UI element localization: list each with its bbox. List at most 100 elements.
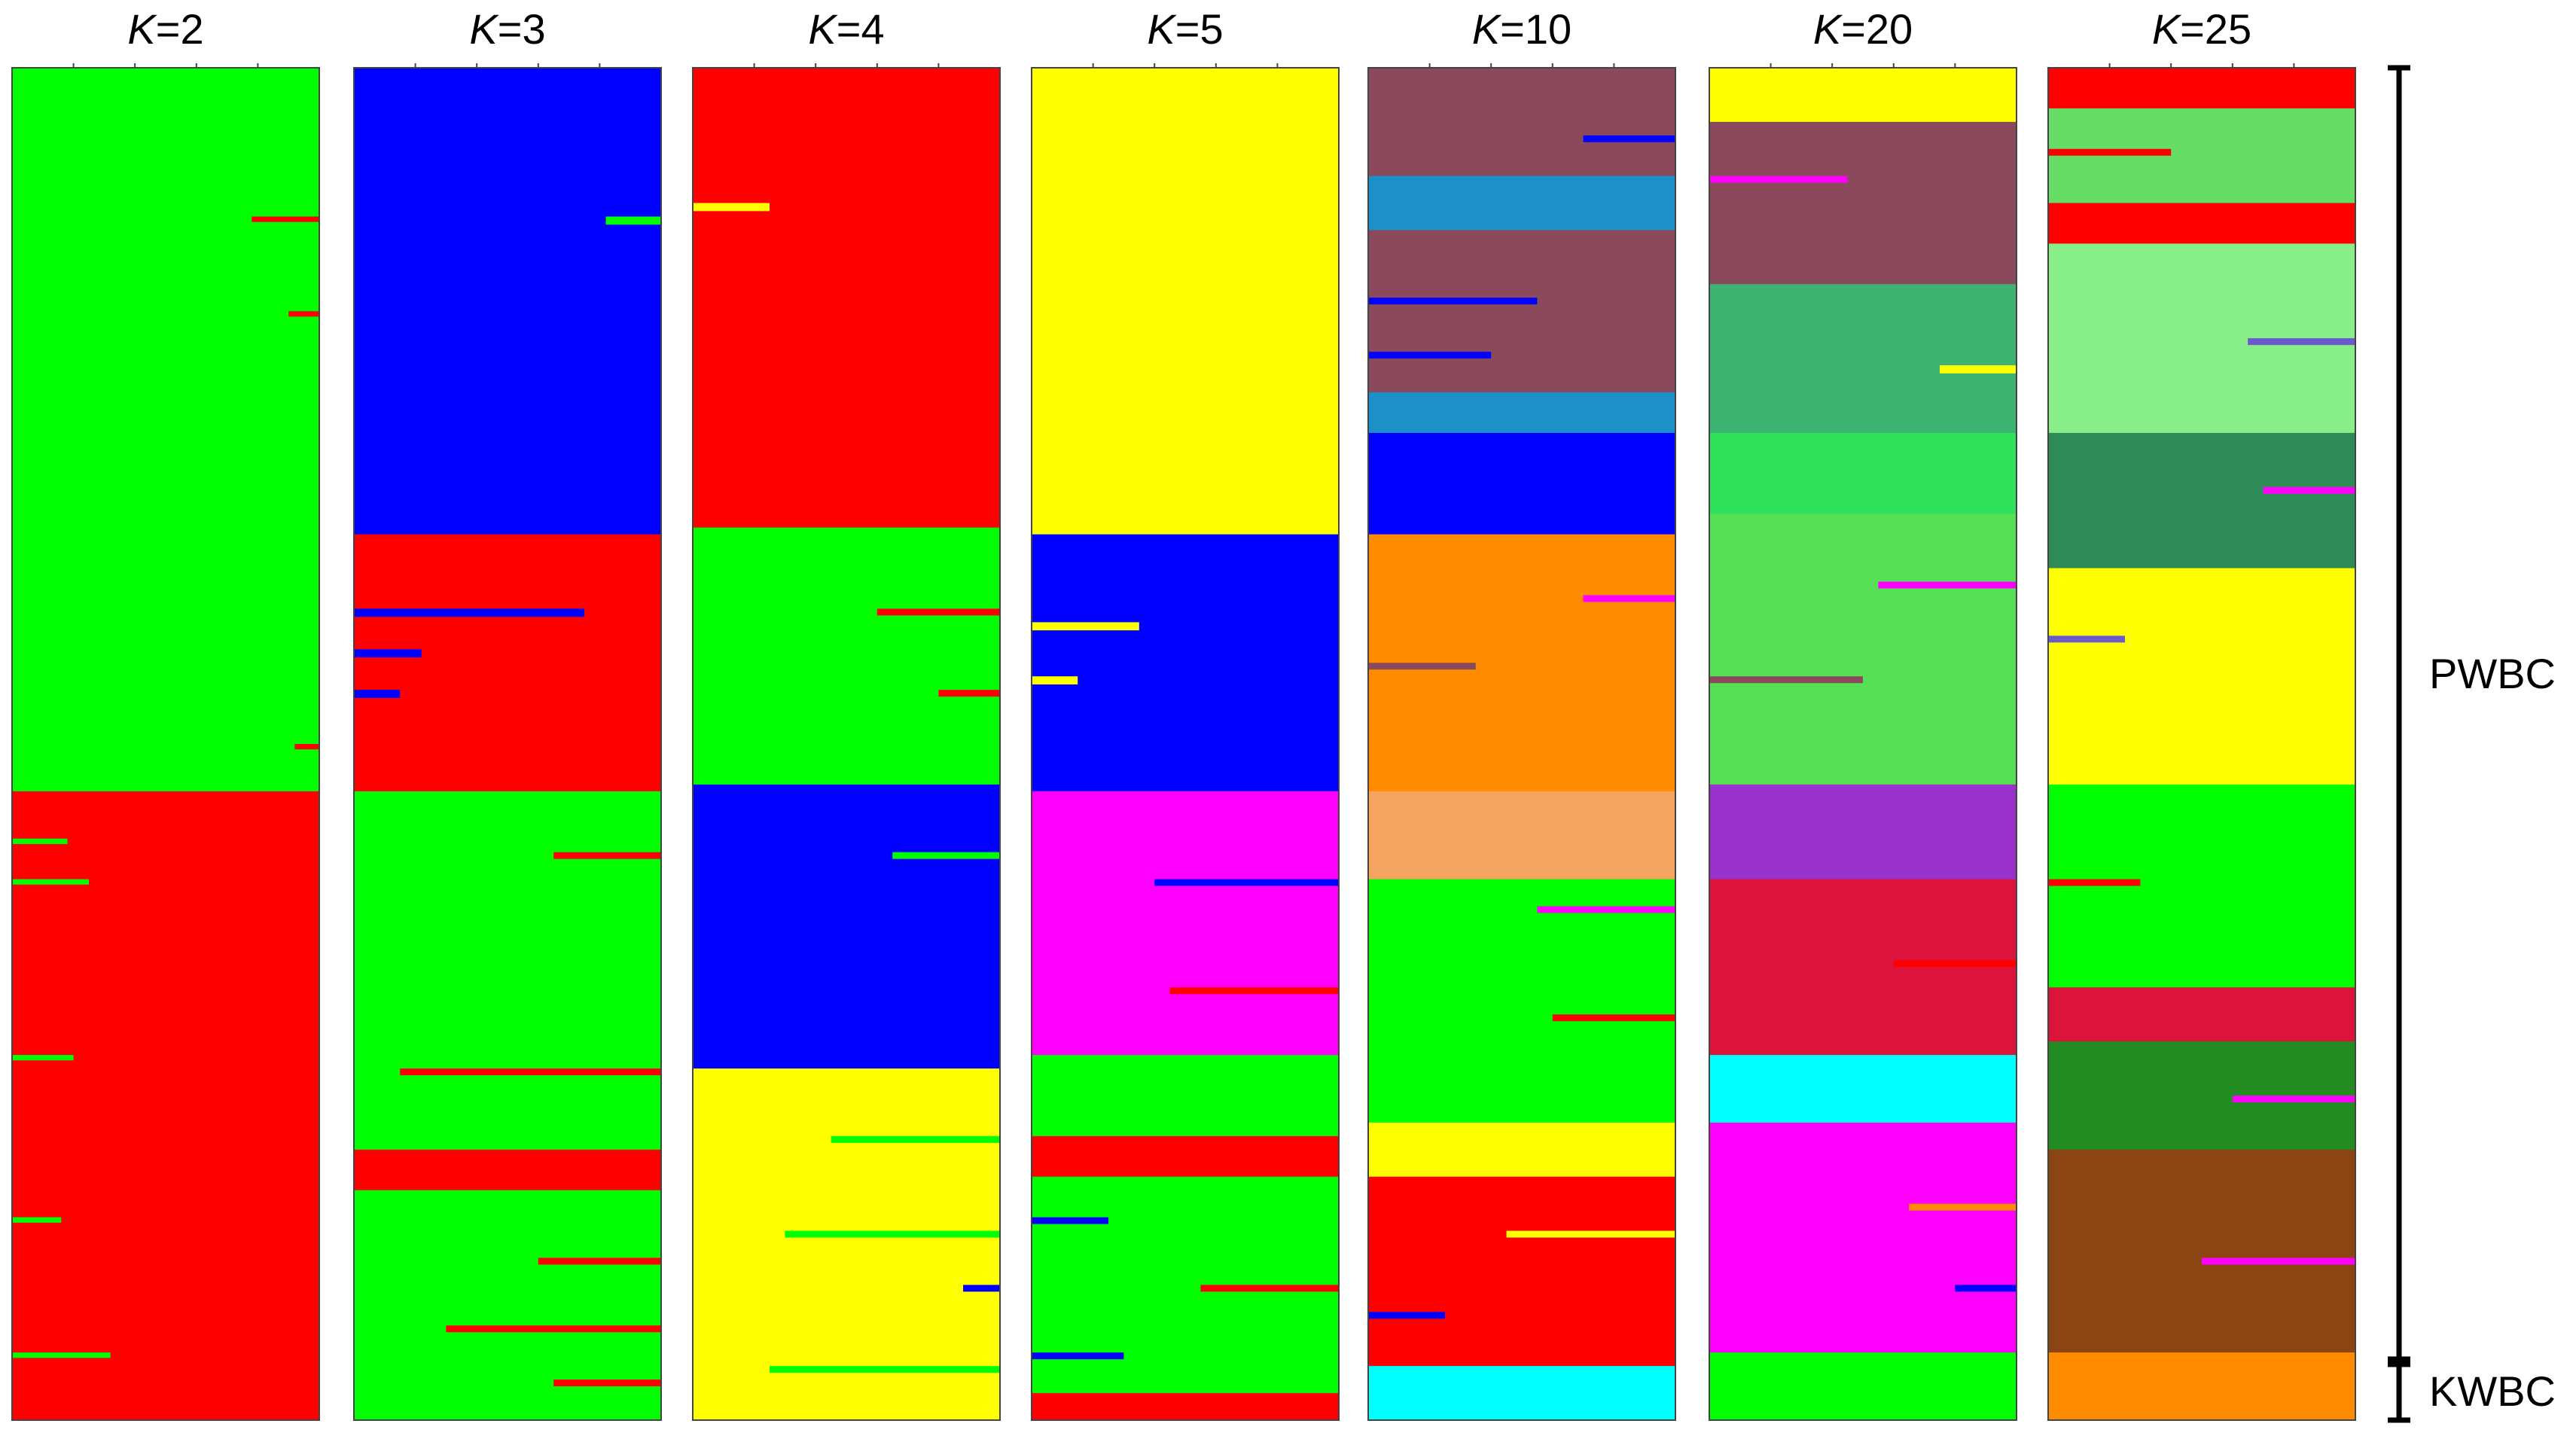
segment-k20-4	[1709, 514, 2017, 785]
individual-bar-k5-5	[1200, 1285, 1339, 1292]
panel-title-k4: K=4	[688, 5, 1004, 53]
individual-bar-k3-5	[400, 1068, 661, 1076]
individual-bar-k3-4	[553, 852, 661, 859]
individual-bar-k20-4	[1893, 960, 2017, 968]
segment-k20-5	[1709, 784, 2017, 880]
panel-frame-k4	[692, 67, 1001, 1421]
panel-k20	[1709, 63, 2017, 1421]
individual-bar-k20-0	[1709, 175, 1848, 183]
panel-k3	[353, 63, 662, 1421]
segment-k3-2	[354, 791, 661, 1151]
individual-bar-k25-0	[2048, 148, 2172, 156]
segment-k10-6	[1368, 791, 1675, 880]
panel-title-k-letter: K	[1812, 5, 1842, 53]
panel-k4	[692, 63, 1001, 1421]
segment-k20-3	[1709, 432, 2017, 515]
segment-k5-4	[1032, 1135, 1339, 1178]
panel-frame-k25	[2047, 67, 2356, 1421]
individual-bar-k3-6	[538, 1257, 661, 1265]
segment-k3-0	[354, 68, 661, 535]
individual-bar-k10-8	[1368, 1312, 1445, 1319]
individual-bar-k2-4	[12, 879, 89, 885]
individual-bar-k2-0	[252, 216, 319, 222]
segment-k10-4	[1368, 432, 1675, 535]
panel-frame-k10	[1367, 67, 1676, 1421]
individual-bar-k4-4	[831, 1135, 1000, 1143]
individual-bar-k10-4	[1368, 663, 1476, 670]
panel-title-k2: K=2	[8, 5, 324, 53]
individual-bar-k5-2	[1154, 879, 1339, 886]
individual-bar-k3-0	[605, 216, 661, 225]
segment-k3-3	[354, 1149, 661, 1191]
individual-bar-k2-2	[294, 744, 319, 750]
individual-bar-k25-3	[2048, 636, 2125, 643]
segment-k10-1	[1368, 175, 1675, 231]
individual-bar-k4-7	[770, 1366, 1000, 1373]
panel-k2	[11, 63, 320, 1421]
panel-title-k20: K=20	[1705, 5, 2021, 53]
individual-bar-k2-5	[12, 1055, 74, 1061]
individual-bar-k3-2	[354, 649, 422, 658]
segment-k20-9	[1709, 1352, 2017, 1421]
panel-title-k-value: =5	[1175, 5, 1224, 53]
individual-bar-k25-5	[2232, 1095, 2355, 1102]
segment-k20-2	[1709, 284, 2017, 434]
segment-k5-0	[1032, 68, 1339, 535]
panel-frame-k2	[11, 67, 320, 1421]
individual-bar-k4-2	[938, 690, 1000, 697]
individual-bar-k5-0	[1032, 622, 1139, 631]
individual-bar-k5-4	[1032, 1217, 1108, 1224]
panel-title-k-letter: K	[2151, 5, 2181, 53]
panel-frame-k3	[353, 67, 662, 1421]
segment-k5-6	[1032, 1393, 1339, 1421]
panel-frame-k20	[1709, 67, 2017, 1421]
individual-bar-k20-2	[1878, 581, 2017, 589]
segment-k25-2	[2048, 203, 2355, 244]
segment-k5-1	[1032, 534, 1339, 792]
segment-k20-0	[1709, 68, 2017, 123]
segment-k25-4	[2048, 432, 2355, 569]
panel-title-k-letter: K	[1147, 5, 1175, 53]
individual-bar-k20-3	[1709, 676, 1863, 684]
segment-k10-8	[1368, 1122, 1675, 1178]
panel-k5	[1031, 63, 1340, 1421]
segment-k3-1	[354, 534, 661, 792]
panel-title-k-letter: K	[1471, 5, 1501, 53]
individual-bar-k5-1	[1032, 676, 1078, 684]
panel-title-k10: K=10	[1364, 5, 1680, 53]
individual-bar-k25-2	[2263, 486, 2355, 494]
individual-bar-k2-7	[12, 1352, 111, 1358]
individual-bar-k4-1	[876, 608, 1000, 616]
panel-title-k-value: =4	[836, 5, 885, 53]
segment-k25-7	[2048, 987, 2355, 1042]
individual-bar-k10-0	[1583, 135, 1675, 142]
individual-bar-k2-6	[12, 1217, 62, 1223]
segment-k4-2	[693, 784, 1000, 1069]
individual-bar-k25-6	[2202, 1257, 2355, 1265]
individual-bar-k5-6	[1032, 1352, 1124, 1360]
segment-k10-0	[1368, 68, 1675, 177]
segment-k10-3	[1368, 392, 1675, 434]
panel-title-k-value: =10	[1500, 5, 1572, 53]
individual-bar-k3-3	[354, 690, 401, 698]
segment-k5-2	[1032, 791, 1339, 1056]
panel-title-k-value: =3	[497, 5, 546, 53]
segment-k10-2	[1368, 230, 1675, 393]
segment-k25-1	[2048, 108, 2355, 204]
individual-bar-k2-3	[12, 838, 68, 844]
individual-bar-k4-3	[892, 852, 1000, 859]
segment-k10-7	[1368, 879, 1675, 1123]
segment-k2-1	[12, 791, 319, 1421]
panel-title-k-letter: K	[127, 5, 156, 53]
segment-k4-3	[693, 1068, 1000, 1421]
individual-bar-k3-7	[446, 1325, 661, 1333]
panel-title-k-letter: K	[469, 5, 498, 53]
segment-k20-1	[1709, 121, 2017, 285]
group-label-kwbc: KWBC	[2429, 1367, 2556, 1415]
segment-k25-0	[2048, 68, 2355, 109]
individual-bar-k4-0	[693, 203, 770, 212]
group-label-pwbc: PWBC	[2429, 650, 2556, 697]
group-bracket	[2388, 65, 2410, 1423]
